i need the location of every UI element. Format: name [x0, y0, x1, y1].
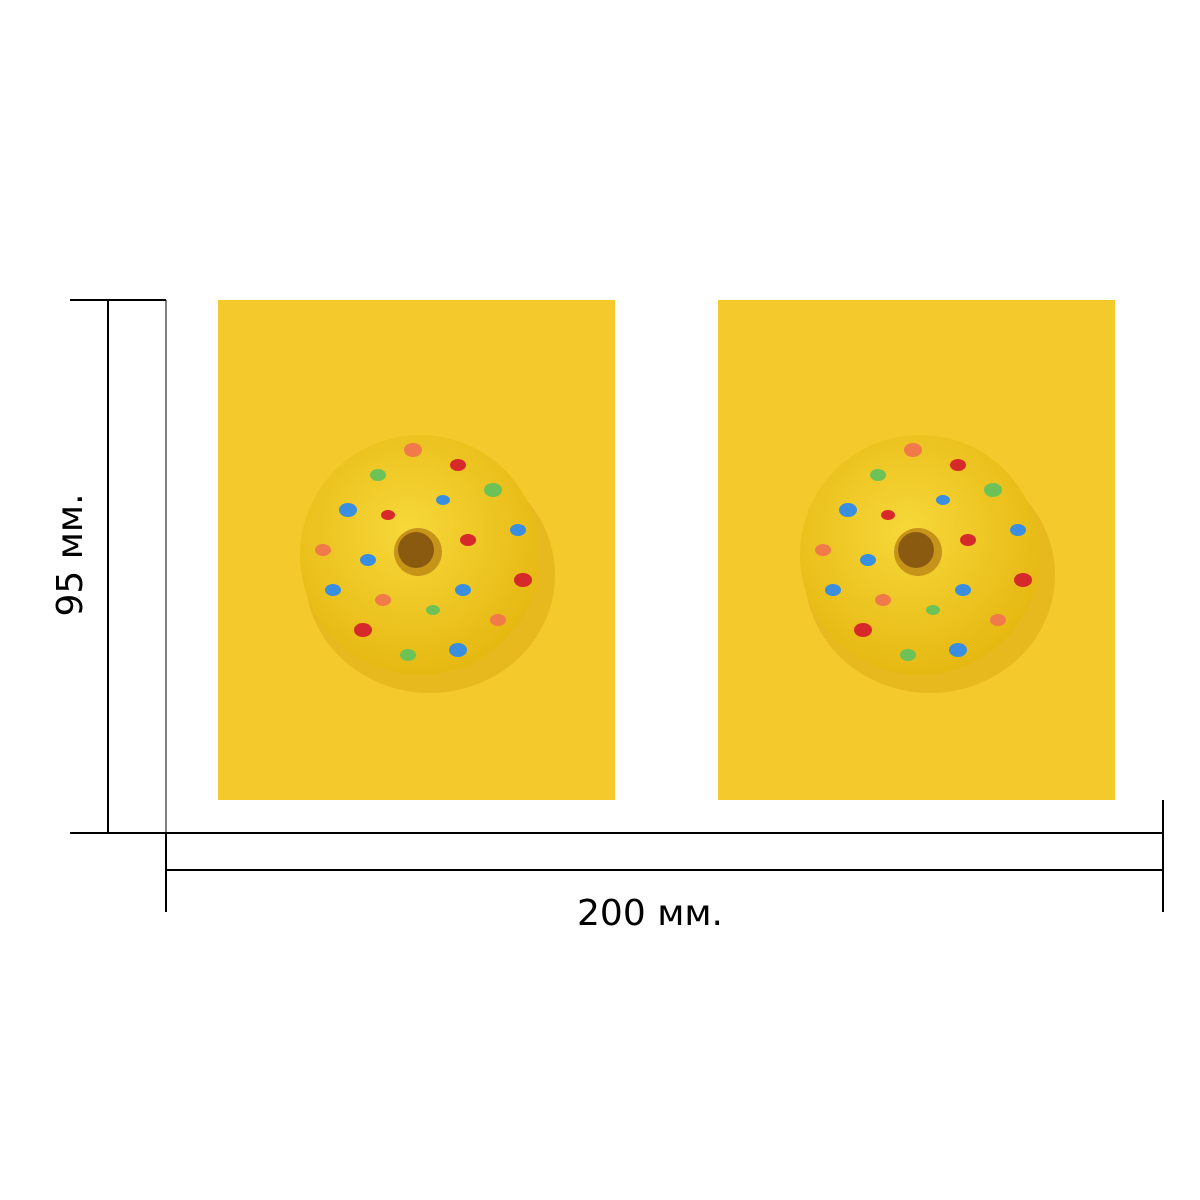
print-image-right: [718, 300, 1115, 800]
height-label: 95 мм.: [50, 493, 91, 616]
width-dimension: [165, 800, 1164, 912]
print-image-left: [218, 300, 615, 800]
height-dimension: [70, 299, 167, 834]
width-label: 200 мм.: [577, 893, 723, 934]
